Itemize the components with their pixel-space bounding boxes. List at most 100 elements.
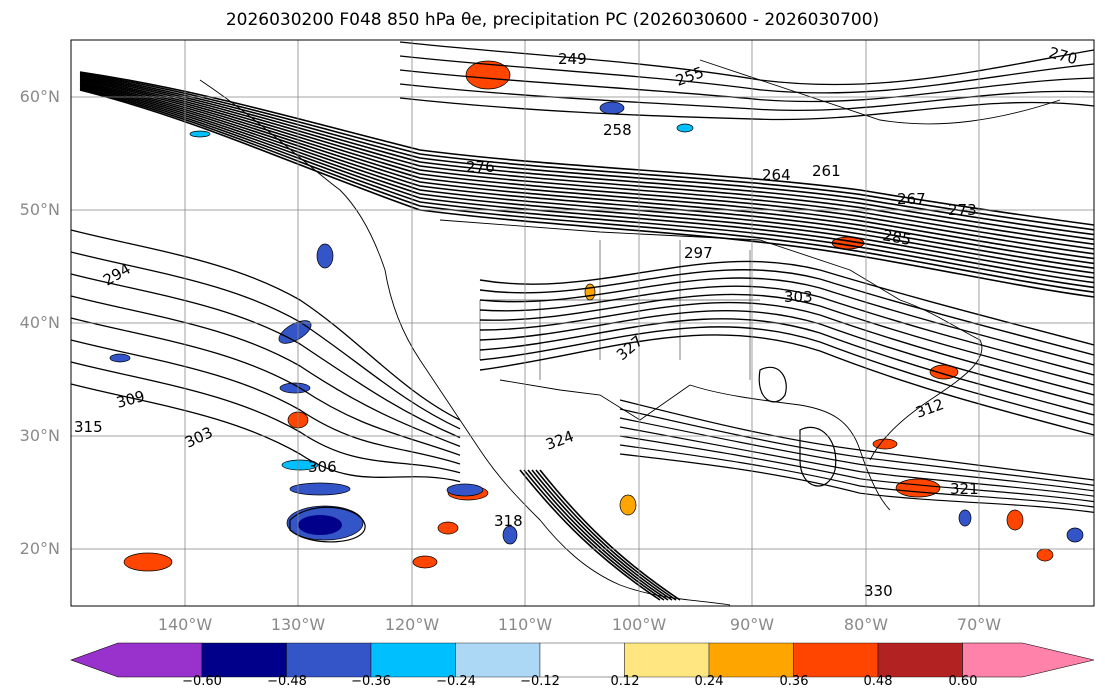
precip-patch [109, 353, 131, 363]
theta-e-contours [70, 41, 1095, 601]
theta-e-contour [70, 317, 461, 456]
theta-e-contour [479, 318, 1095, 416]
theta-e-contour [619, 408, 1095, 486]
colorbar-tick-label: −0.48 [267, 674, 307, 689]
map-frame [70, 39, 1095, 607]
theta-e-contour [527, 469, 669, 601]
colorbar-segment [370, 642, 456, 678]
theta-e-contour [79, 83, 1095, 274]
theta-e-contour [79, 82, 1095, 269]
contour-label: 321 [950, 480, 979, 498]
west-coast [199, 79, 731, 606]
contour-label: 267 [897, 190, 926, 208]
colorbar-segment [201, 642, 287, 678]
colorbar-tick-label: −0.60 [182, 674, 222, 689]
lon-label: 140°W [158, 615, 213, 634]
theta-e-contour [79, 80, 1095, 265]
theta-e-contour [539, 469, 681, 601]
theta-e-contour [479, 260, 1095, 346]
theta-e-contour [79, 73, 1095, 236]
colorbar-tick-label: −0.36 [351, 674, 391, 689]
theta-e-contour [758, 366, 787, 403]
lon-label: 110°W [498, 615, 553, 634]
theta-e-contour [70, 229, 461, 421]
colorbar-segment [70, 642, 203, 678]
precip-patch [465, 60, 511, 90]
gulf-coast [689, 384, 891, 511]
colorbar [70, 642, 1095, 678]
precip-patch [958, 509, 972, 527]
theta-e-contour [79, 74, 1095, 241]
lat-label: 40°N [20, 313, 60, 332]
precip-patch [298, 515, 342, 535]
precip-patch [123, 552, 173, 572]
contour-label: 261 [812, 162, 841, 180]
theta-e-contour [799, 426, 837, 487]
land-borders [199, 59, 1061, 606]
theta-e-contour [79, 78, 1095, 255]
lon-label: 100°W [612, 615, 667, 634]
contour-label: 285 [881, 226, 912, 249]
colorbar-tick-label: −0.12 [520, 674, 560, 689]
colorbar-tick-label: −0.24 [436, 674, 476, 689]
theta-e-contour [79, 84, 1095, 279]
lat-label: 30°N [20, 426, 60, 445]
theta-e-contour [479, 334, 1095, 436]
theta-e-contour [70, 251, 461, 430]
theta-e-contour [399, 69, 1095, 103]
colorbar-segment [455, 642, 541, 678]
theta-e-contour [79, 71, 1095, 226]
precip-patch [289, 482, 351, 496]
theta-e-contour [479, 326, 1095, 426]
theta-e-contour [479, 309, 1095, 406]
theta-e-contour [70, 383, 461, 483]
precip-patch [279, 382, 311, 394]
theta-e-contour [79, 85, 1095, 284]
graticule [71, 40, 1094, 606]
theta-e-contour [79, 79, 1095, 260]
east-coast [869, 299, 983, 461]
lon-label: 80°W [844, 615, 888, 634]
theta-e-contour [479, 301, 1095, 396]
colorbar-segment [962, 642, 1095, 678]
colorbar-tick-label: 0.60 [949, 674, 978, 689]
theta-e-contour [479, 293, 1095, 386]
hudson-area [699, 59, 1061, 125]
theta-e-contour [619, 453, 1095, 513]
contour-label: 306 [308, 458, 337, 476]
state-lines [479, 240, 760, 380]
precip-patch [619, 494, 637, 516]
theta-e-contour [523, 469, 665, 601]
precip-patch [1006, 509, 1024, 531]
theta-e-contour [399, 55, 1095, 94]
theta-e-contour [79, 72, 1095, 231]
contour-label: 276 [466, 158, 495, 176]
precip-patch [584, 283, 596, 301]
colorbar-segment [793, 642, 879, 678]
precip-patch [1036, 548, 1054, 562]
contour-label: 249 [558, 50, 587, 68]
theta-e-contour [79, 77, 1095, 250]
colorbar-tick-label: 0.48 [864, 674, 893, 689]
colorbar-segment [286, 642, 372, 678]
lon-label: 130°W [271, 615, 326, 634]
theta-e-contour [399, 83, 1095, 112]
contour-label: 264 [762, 166, 791, 184]
lat-label: 20°N [20, 539, 60, 558]
lat-label: 50°N [20, 200, 60, 219]
theta-e-contour [479, 285, 1095, 376]
colorbar-segment [708, 642, 794, 678]
us-mexico-border [499, 379, 691, 421]
theta-e-contour [289, 506, 366, 543]
precip-patch [1066, 527, 1084, 543]
theta-e-contour [79, 86, 1095, 289]
contour-label: 303 [784, 288, 813, 306]
theta-e-contour [79, 88, 1095, 293]
lon-label: 90°W [730, 615, 774, 634]
theta-e-contour [70, 295, 461, 448]
contour-label: 330 [864, 582, 893, 600]
theta-e-contour [70, 339, 461, 465]
map-title: 2026030200 F048 850 hPa θe, precipitatio… [225, 10, 880, 30]
theta-e-contour [519, 469, 661, 601]
